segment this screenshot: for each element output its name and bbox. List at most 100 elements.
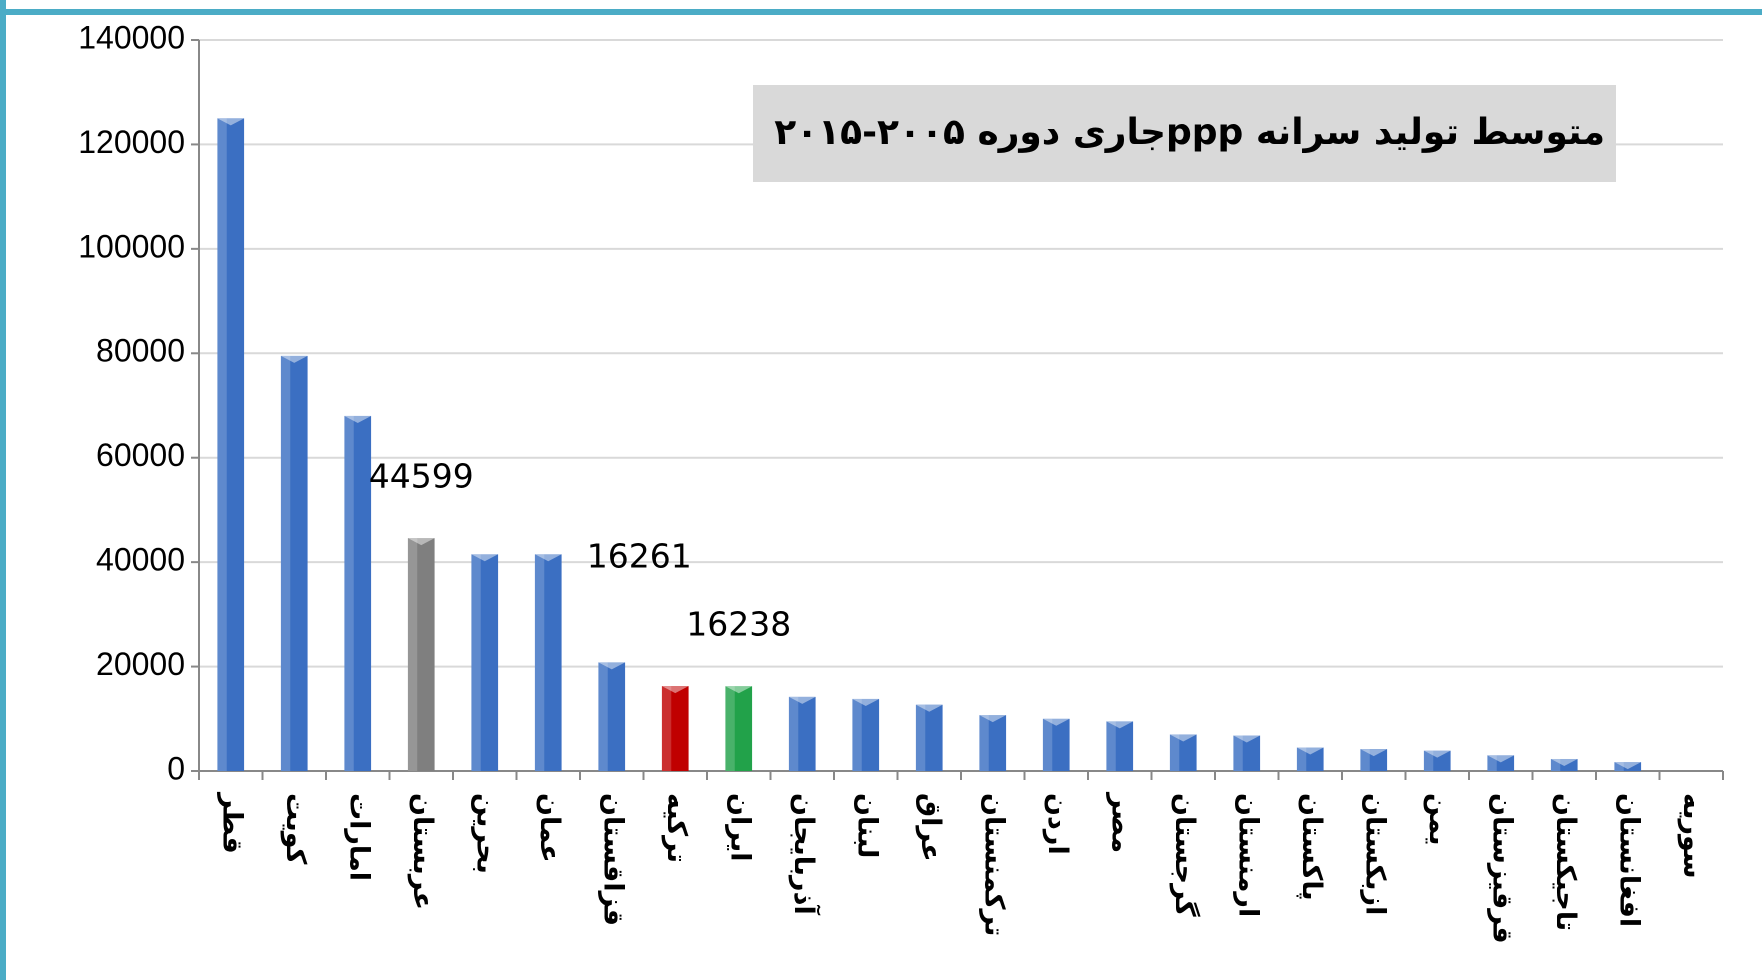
x-tick-label: ترکمنستان xyxy=(978,793,1009,936)
bar xyxy=(725,686,753,771)
bar xyxy=(661,686,689,771)
bar-highlight xyxy=(407,538,418,771)
x-tick-label: ازبکستان xyxy=(1359,793,1390,915)
bar-cap xyxy=(788,696,816,704)
bar-cap xyxy=(1106,721,1134,729)
bar xyxy=(1169,734,1197,771)
bar-highlight xyxy=(344,415,354,771)
bar-cap xyxy=(725,686,753,694)
bar xyxy=(1233,735,1261,771)
bar-cap xyxy=(1169,734,1197,742)
bar-cap xyxy=(1614,762,1642,770)
y-tick-label: 140000 xyxy=(78,19,185,55)
bar-highlight xyxy=(1614,762,1624,771)
bar xyxy=(407,538,435,771)
bar xyxy=(1487,755,1515,771)
bar-cap xyxy=(344,415,372,423)
bar xyxy=(852,698,880,771)
bar-highlight xyxy=(598,662,608,771)
bar xyxy=(915,704,943,771)
x-tick-label: ایران xyxy=(724,793,755,862)
bar-cap xyxy=(407,538,435,546)
x-tick-label: سوریه xyxy=(1677,793,1708,879)
bar-highlight xyxy=(1106,721,1116,771)
bar-cap xyxy=(1550,758,1578,766)
bar-highlight xyxy=(217,118,227,772)
x-tick-label: ارمنستان xyxy=(1232,793,1263,917)
bar-highlight xyxy=(471,554,481,771)
x-tick-label: تاجیکستان xyxy=(1550,793,1581,931)
y-tick-label: 80000 xyxy=(96,333,185,369)
y-tick-label: 20000 xyxy=(96,646,185,682)
bar xyxy=(1550,758,1578,771)
x-tick-label: افغانستان xyxy=(1613,793,1644,927)
y-tick-label: 0 xyxy=(167,750,185,786)
bar-highlight xyxy=(280,355,291,771)
bar-highlight xyxy=(1233,735,1243,771)
bar-highlight xyxy=(661,686,672,771)
bar-cap xyxy=(598,662,626,670)
bar-cap xyxy=(1360,749,1388,757)
bar-highlight xyxy=(1487,755,1497,771)
bar xyxy=(344,415,372,771)
bar xyxy=(1423,750,1451,771)
x-tick-label: قرقیزستان xyxy=(1486,793,1517,944)
bar xyxy=(598,662,626,771)
y-tick-label: 120000 xyxy=(78,124,185,160)
data-label: 16238 xyxy=(686,605,791,644)
bar-highlight xyxy=(852,698,862,771)
bar-cap xyxy=(217,118,245,126)
x-tick-label: گرجستان xyxy=(1169,793,1201,917)
x-tick-label: امارات xyxy=(343,793,374,881)
x-tick-label: عمان xyxy=(534,793,565,863)
x-tick-label: بحرین xyxy=(470,793,501,874)
bar xyxy=(217,118,245,772)
bar-cap xyxy=(979,715,1007,723)
bar-cap xyxy=(1487,755,1515,763)
x-tick-label: قزاقستان xyxy=(597,793,628,926)
bar-cap xyxy=(1042,718,1070,726)
bar xyxy=(1296,747,1324,771)
bar-highlight xyxy=(534,554,545,771)
y-tick-label: 60000 xyxy=(96,437,185,473)
bar xyxy=(280,355,308,771)
bar-highlight xyxy=(915,704,926,771)
bar-highlight xyxy=(1423,750,1434,771)
y-tick-label: 40000 xyxy=(96,542,185,578)
bar-cap xyxy=(471,554,499,562)
x-tick-label: کویت xyxy=(280,793,311,865)
x-tick-label: قطر xyxy=(216,791,247,854)
bar-highlight xyxy=(1550,758,1561,771)
bar-cap xyxy=(280,355,308,363)
bar-cap xyxy=(1296,747,1324,755)
x-tick-label: پاکستان xyxy=(1296,793,1327,901)
bar-highlight xyxy=(1360,749,1370,771)
y-tick-label: 100000 xyxy=(78,228,185,264)
x-tick-label: آذربایجان xyxy=(788,793,821,915)
bar-cap xyxy=(915,704,943,712)
bar-highlight xyxy=(725,686,735,771)
chart-title: متوسط تولید سرانه pppجاری دوره ۲۰۰۵-۲۰۱۵ xyxy=(774,112,1605,153)
bar xyxy=(1106,721,1134,771)
x-tick-label: عربستان xyxy=(407,793,438,910)
x-tick-label: عراق xyxy=(915,793,946,862)
bar xyxy=(979,715,1007,771)
x-tick-label: یمن xyxy=(1423,793,1454,846)
bar-cap xyxy=(1423,750,1451,758)
x-tick-label: ترکیه xyxy=(661,793,692,863)
bar-cap xyxy=(534,554,562,562)
bar-highlight xyxy=(979,715,989,771)
title-box xyxy=(753,85,1616,182)
bar-cap xyxy=(852,698,880,706)
x-tick-label: لبنان xyxy=(851,793,882,858)
bar xyxy=(1360,749,1388,771)
bar-highlight xyxy=(1296,747,1307,771)
bar-cap xyxy=(661,686,689,694)
bar xyxy=(1614,762,1642,771)
x-tick-label: اردن xyxy=(1042,793,1073,855)
data-label: 16261 xyxy=(587,537,692,576)
bar-cap xyxy=(1233,735,1261,743)
data-label: 44599 xyxy=(369,457,474,496)
bar xyxy=(788,696,816,771)
